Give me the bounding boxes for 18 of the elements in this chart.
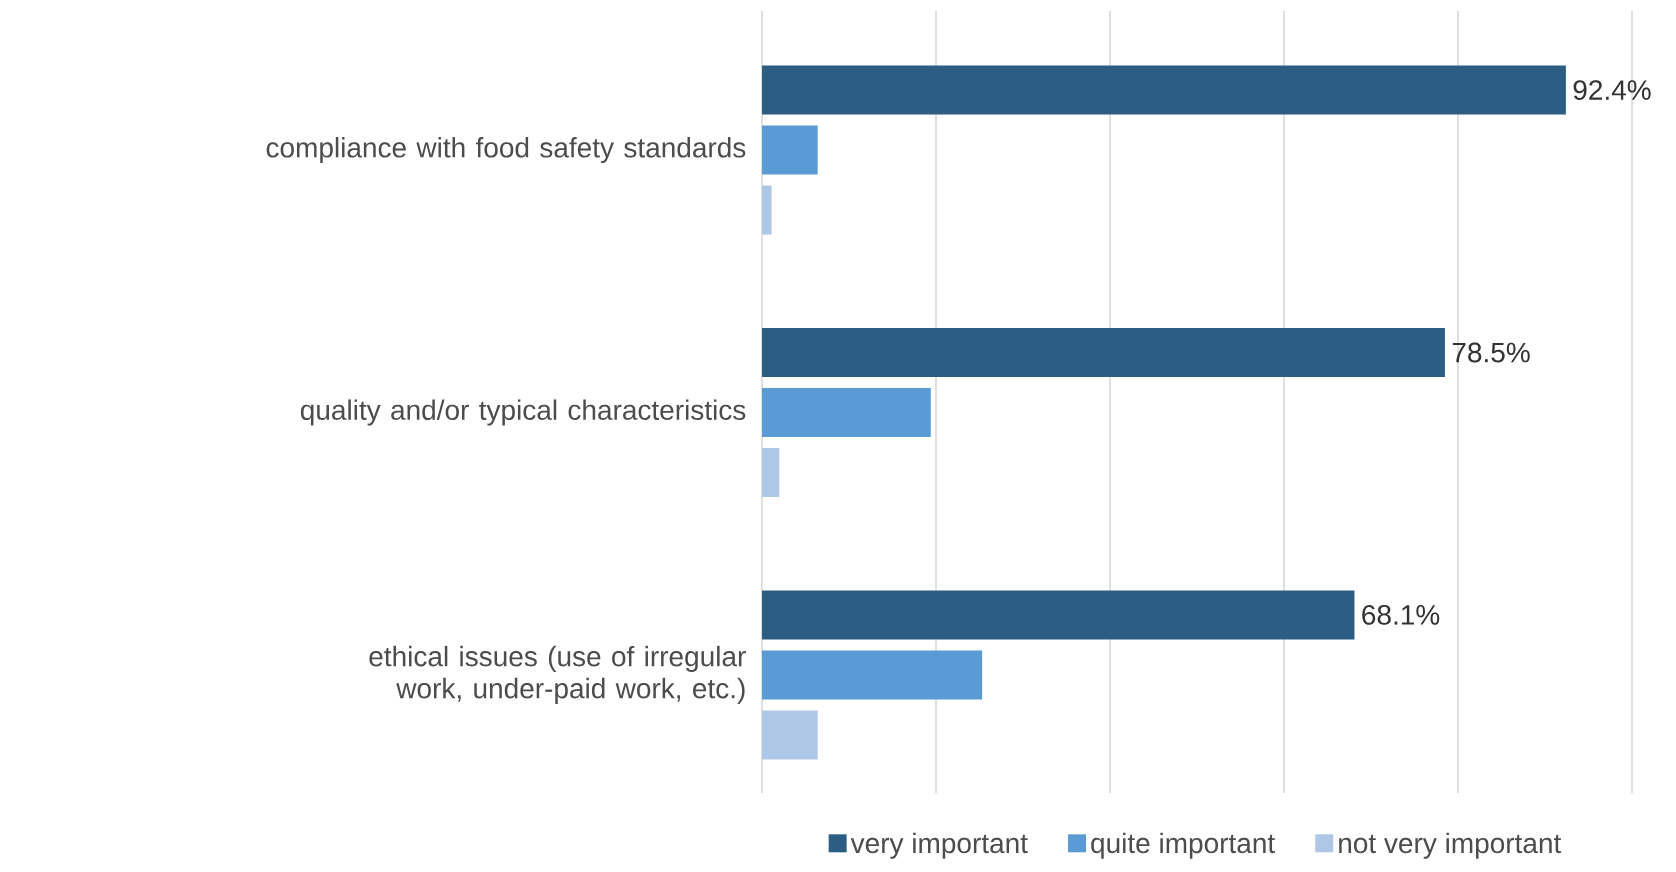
bar bbox=[762, 710, 818, 760]
y-tick-label: quality and/or typical characteristics bbox=[300, 399, 746, 426]
bar bbox=[762, 65, 1566, 115]
bar bbox=[762, 327, 1445, 377]
bar bbox=[762, 125, 818, 175]
legend-label: very important bbox=[850, 832, 1028, 859]
bar bbox=[762, 388, 931, 437]
legend-label: not very important bbox=[1339, 832, 1562, 859]
data-label: 78.5% bbox=[1452, 342, 1530, 363]
y-tick-label: compliance with food safety standards bbox=[266, 137, 746, 164]
data-label: 92.4% bbox=[1573, 80, 1651, 100]
bar bbox=[762, 447, 780, 497]
bar bbox=[762, 650, 983, 700]
bar bbox=[762, 590, 1355, 640]
y-tick-label: ethical issues (use of irregular work, under-paid work, etc.) bbox=[369, 645, 746, 704]
legend-label: quite important bbox=[1091, 832, 1276, 859]
bar bbox=[762, 185, 772, 235]
data-label: 68.1% bbox=[1362, 604, 1440, 625]
